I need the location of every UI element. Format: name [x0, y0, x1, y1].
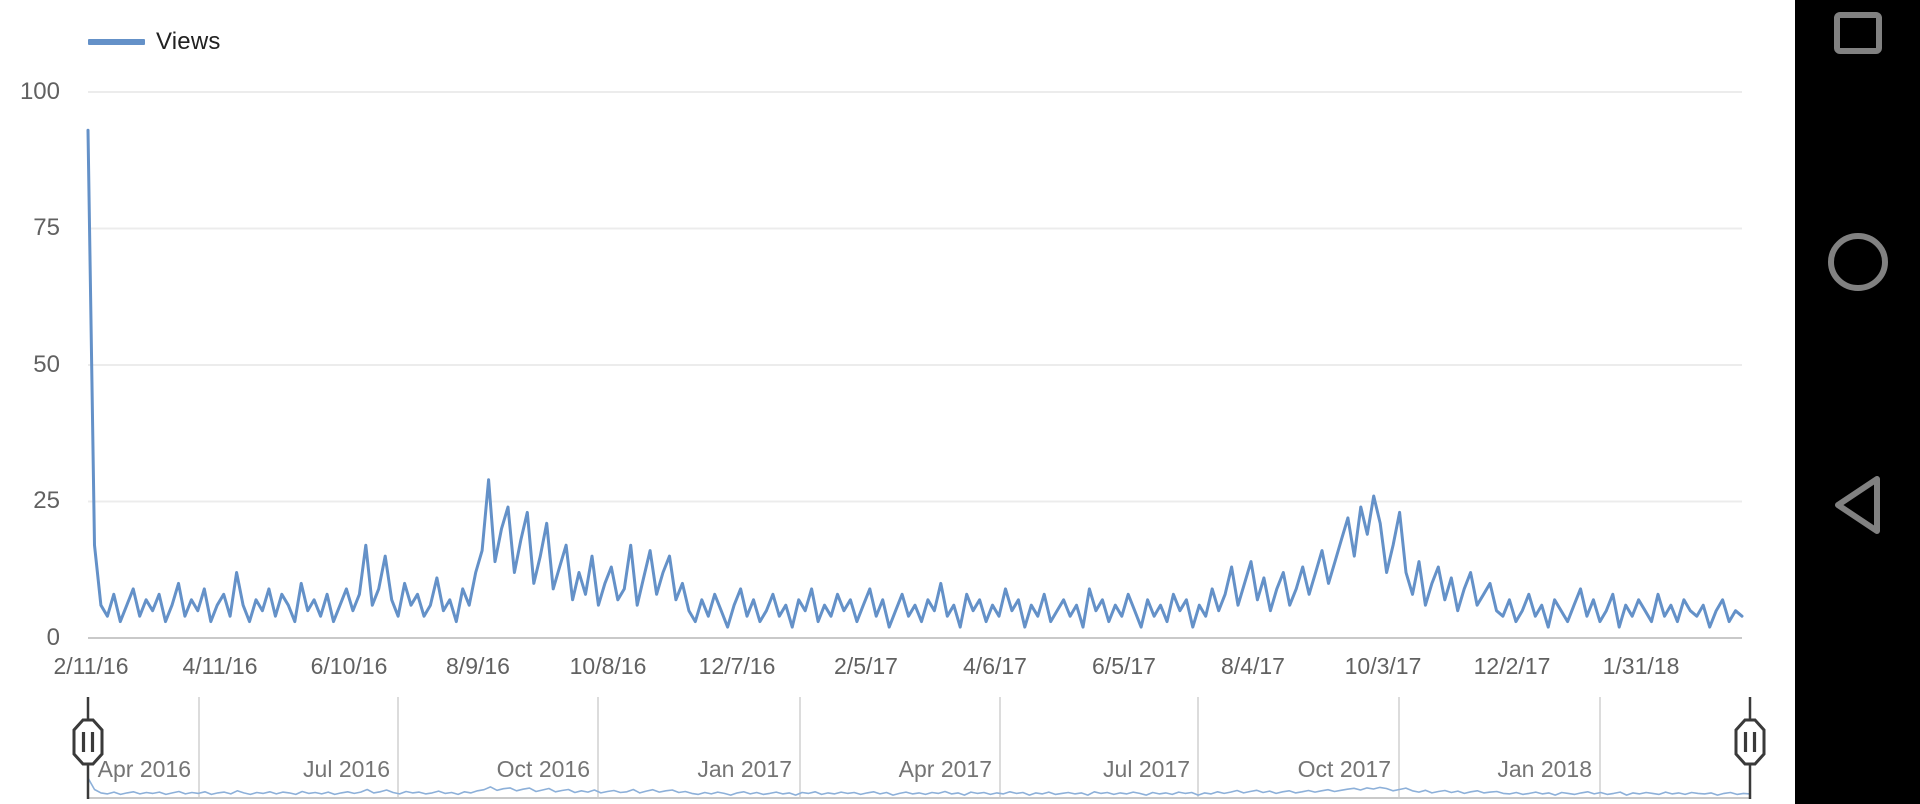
x-tick-10: 10/3/17	[1344, 653, 1422, 679]
x-tick-4: 10/8/16	[569, 653, 647, 679]
x-tick-8: 6/5/17	[1092, 653, 1156, 679]
android-navigation-bar	[1795, 0, 1920, 804]
range-selector[interactable]	[72, 697, 1766, 799]
views-series-line[interactable]	[86, 128, 1744, 629]
selector-label-jan2018: Jan 2018	[1497, 756, 1592, 782]
selector-gridlines	[198, 697, 1601, 798]
gridlines	[88, 91, 1742, 639]
selector-label-apr2016: Apr 2016	[97, 756, 191, 782]
selector-label-jul2017: Jul 2017	[1103, 756, 1190, 782]
views-analytics-chart: Views 100 75 50 25 0 2/11/16 4/11/16 6/1…	[19, 26, 1766, 799]
x-tick-12: 1/31/18	[1602, 653, 1680, 679]
recents-button[interactable]	[1795, 0, 1920, 78]
y-tick-50: 50	[33, 351, 60, 378]
range-selector-left-handle[interactable]	[72, 697, 104, 799]
selector-label-apr2017: Apr 2017	[898, 756, 992, 782]
x-tick-11: 12/2/17	[1473, 653, 1551, 679]
x-tick-0: 2/11/16	[53, 653, 129, 679]
x-tick-2: 6/10/16	[310, 653, 388, 679]
x-tick-6: 2/5/17	[834, 653, 898, 679]
home-circle-icon	[1827, 233, 1888, 291]
y-tick-100: 100	[19, 78, 60, 105]
home-button[interactable]	[1795, 217, 1920, 307]
grip-icon	[1743, 732, 1757, 752]
x-tick-7: 4/6/17	[963, 653, 1027, 679]
legend: Views	[88, 26, 221, 58]
x-tick-9: 8/4/17	[1221, 653, 1285, 679]
back-button[interactable]	[1795, 460, 1920, 550]
y-tick-25: 25	[33, 487, 60, 514]
recents-square-icon	[1833, 12, 1882, 54]
selector-label-oct2016: Oct 2016	[496, 756, 590, 782]
y-tick-75: 75	[33, 214, 60, 241]
selector-label-jul2016: Jul 2016	[303, 756, 390, 782]
x-tick-1: 4/11/16	[182, 653, 258, 679]
grip-icon	[81, 732, 95, 752]
legend-label: Views	[156, 28, 221, 55]
views-series-swatch	[88, 39, 145, 45]
x-tick-5: 12/7/16	[698, 653, 776, 679]
selector-label-jan2017: Jan 2017	[697, 756, 792, 782]
range-selector-right-handle[interactable]	[1734, 697, 1766, 799]
back-triangle-icon	[1834, 476, 1880, 534]
y-tick-0: 0	[46, 624, 60, 651]
chart-canvas	[72, 91, 1766, 799]
x-tick-3: 8/9/16	[446, 653, 510, 679]
selector-label-oct2017: Oct 2017	[1297, 756, 1391, 782]
navigator-sparkline	[87, 777, 1751, 796]
